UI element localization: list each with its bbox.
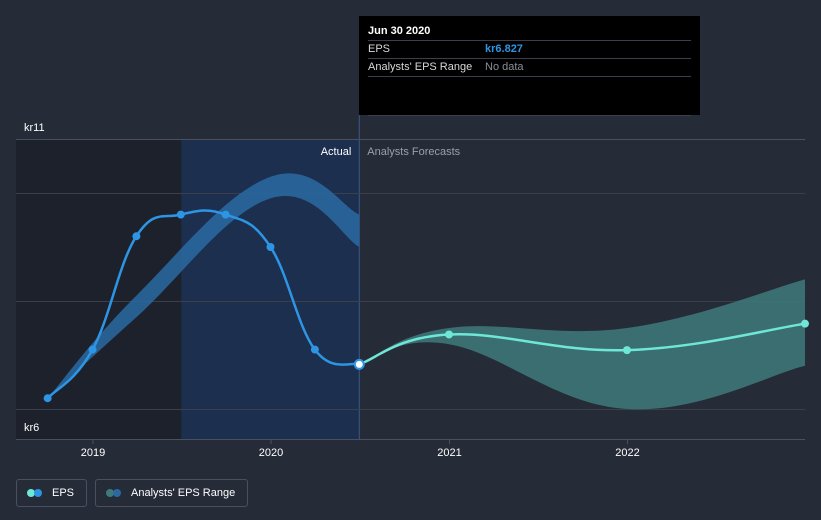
tooltip-date: Jun 30 2020 [368, 16, 691, 41]
tooltip-range-row: Analysts' EPS Range No data [368, 59, 691, 77]
x-tick-label: 2022 [615, 447, 639, 459]
tooltip-range-label: Analysts' EPS Range [368, 61, 473, 73]
eps-point [132, 232, 141, 241]
eps-actual-line [46, 209, 360, 400]
forecast-range-band [359, 279, 805, 410]
tooltip-spacer [368, 77, 691, 116]
tooltip: Jun 30 2020 EPS kr6.827 Analysts' EPS Ra… [359, 16, 700, 116]
actual-range-band [47, 173, 360, 399]
forecast-region-label: Analysts Forecasts [367, 146, 460, 158]
actual-region-label: Actual [321, 146, 352, 158]
tooltip-eps-row: EPS kr6.827 [368, 41, 691, 59]
eps-point [266, 243, 275, 251]
y-tick-label: kr11 [24, 122, 45, 134]
eps-point [221, 210, 230, 219]
eps-point [43, 394, 52, 403]
eps-forecast-point [623, 346, 631, 355]
legend-eps-button[interactable]: EPS [16, 479, 88, 507]
eps-point [176, 210, 185, 219]
eps-forecast-point [801, 319, 809, 328]
selected-eps-point [353, 358, 365, 370]
eps-legend-icon [27, 489, 43, 497]
y-tick-label: kr6 [24, 422, 39, 434]
legend: EPS Analysts' EPS Range [16, 479, 249, 507]
eps-point [88, 345, 97, 354]
x-tick-label: 2021 [437, 447, 461, 459]
x-tick-label: 2020 [259, 447, 283, 459]
eps-point [310, 345, 319, 354]
legend-range-button[interactable]: Analysts' EPS Range [95, 479, 249, 507]
legend-range-label: Analysts' EPS Range [131, 487, 236, 499]
x-tick-label: 2019 [81, 447, 105, 459]
eps-forecast-point [445, 330, 453, 339]
tooltip-eps-value: kr6.827 [485, 43, 523, 55]
tooltip-range-value: No data [485, 61, 524, 73]
legend-eps-label: EPS [52, 487, 75, 499]
range-legend-icon [106, 489, 122, 497]
eps-forecast-line [358, 322, 806, 366]
tooltip-eps-label: EPS [368, 43, 391, 55]
